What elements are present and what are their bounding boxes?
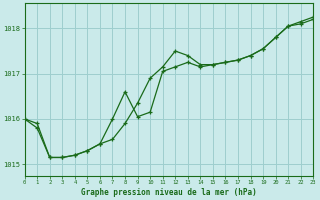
X-axis label: Graphe pression niveau de la mer (hPa): Graphe pression niveau de la mer (hPa) bbox=[81, 188, 257, 197]
